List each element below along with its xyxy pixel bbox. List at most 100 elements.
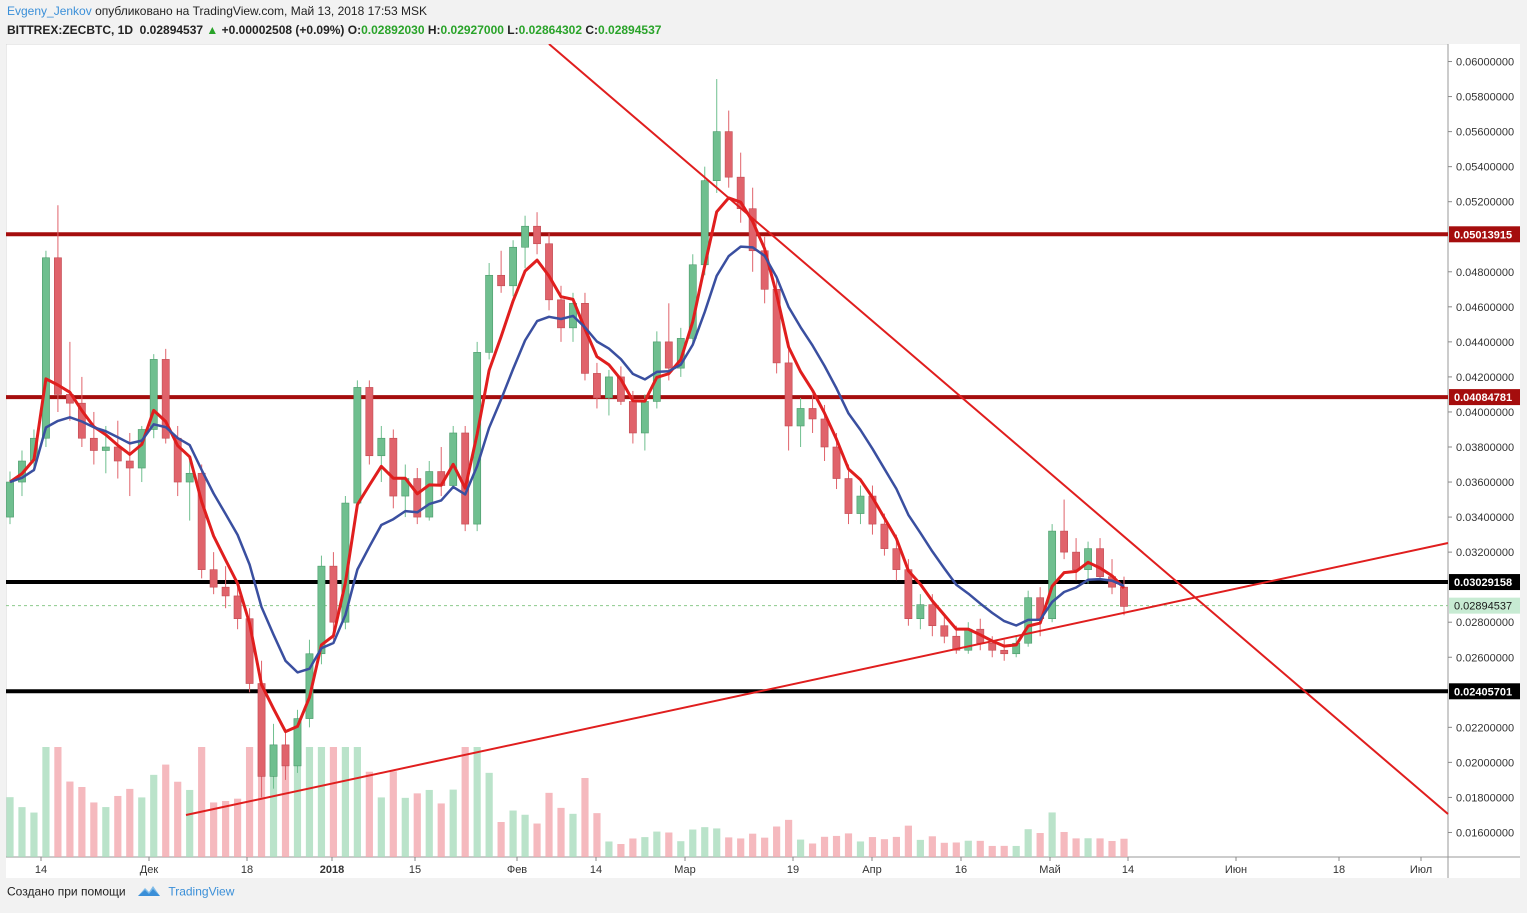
- volume-bar: [269, 747, 278, 857]
- time-tick-label: 18: [241, 864, 253, 876]
- candle-body: [784, 362, 793, 427]
- time-tick-label: Май: [1039, 864, 1061, 876]
- volume-bar: [988, 845, 996, 857]
- volume-bar: [54, 747, 62, 857]
- tradingview-logo-icon[interactable]: [137, 884, 161, 901]
- candle-body: [1072, 551, 1080, 570]
- volume-bar: [665, 832, 673, 857]
- low-label: L:: [507, 23, 519, 37]
- candle-body: [1048, 530, 1057, 620]
- symbol-info: BITTREX:ZECBTC, 1D 0.02894537 ▲ +0.00002…: [7, 23, 661, 37]
- high-label: H:: [427, 23, 441, 37]
- volume-bar: [533, 823, 541, 857]
- price-tick-label: 0.04000000: [1456, 407, 1514, 419]
- candle-body: [628, 401, 637, 434]
- volume-bar: [126, 788, 134, 857]
- volume-bar: [425, 789, 433, 857]
- candle-body: [317, 565, 326, 655]
- candle-body: [293, 718, 302, 767]
- candle-body: [485, 274, 494, 353]
- candle-body: [557, 299, 565, 329]
- candle-body: [1000, 649, 1009, 655]
- volume-bar: [437, 803, 445, 857]
- volume-bar: [461, 747, 469, 857]
- candle-body: [1060, 530, 1069, 553]
- time-tick-label: 16: [955, 864, 967, 876]
- candle-body: [377, 437, 386, 457]
- volume-bar: [737, 838, 745, 857]
- price-tick-label: 0.03200000: [1456, 547, 1514, 559]
- volume-bar: [605, 841, 613, 857]
- volume-bar: [281, 760, 290, 857]
- volume-bar: [42, 747, 50, 857]
- chart-area[interactable]: 0.06000000 0.05800000 0.05600000 0.05400000…: [5, 43, 1520, 878]
- price-tick-label: 0.04600000: [1456, 302, 1514, 314]
- volume-bar: [18, 807, 26, 857]
- candle-body: [533, 225, 541, 245]
- level-price-badge: [1449, 389, 1520, 406]
- candle-body: [233, 595, 242, 620]
- volume-bar: [341, 747, 349, 857]
- time-tick-label: 14: [590, 864, 602, 876]
- ma-fast-line: [9, 196, 1126, 734]
- candle-body: [940, 625, 949, 637]
- volume-bar: [677, 841, 685, 857]
- time-tick-label: 19: [787, 864, 799, 876]
- price-axis: 0.06000000 0.05800000 0.05600000 0.05400000…: [1448, 57, 1520, 839]
- volume-bar: [952, 842, 960, 857]
- candle-body: [988, 642, 997, 651]
- price-chart[interactable]: 0.06000000 0.05800000 0.05600000 0.05400000…: [5, 43, 1520, 878]
- volume-bar: [485, 772, 493, 857]
- level-price-label: 0.04084781: [1454, 392, 1512, 404]
- price-tick-label: 0.04800000: [1456, 267, 1514, 279]
- volume-bar: [509, 810, 517, 857]
- symbol-label: BITTREX:ZECBTC, 1D: [7, 23, 133, 37]
- created-with-text: Создано при помощи: [7, 884, 126, 899]
- tradingview-link[interactable]: TradingView: [168, 884, 235, 899]
- price-tick-label: 0.05200000: [1456, 197, 1514, 209]
- candle-body: [281, 744, 290, 767]
- footer: Создано при помощи TradingView: [7, 884, 234, 904]
- volume-bar: [569, 813, 577, 857]
- last-price-label: 0.02894537: [1454, 601, 1512, 613]
- volume-bar: [329, 747, 338, 857]
- price-tick-label: 0.04400000: [1456, 337, 1514, 349]
- level-price-label: 0.03029158: [1454, 577, 1512, 589]
- volume-bar: [1072, 838, 1080, 857]
- candle-body: [916, 604, 925, 620]
- author-link[interactable]: Evgeny_Jenkov: [7, 4, 92, 18]
- price-tick-label: 0.02000000: [1456, 757, 1514, 769]
- candle-body: [880, 523, 889, 549]
- candle-body: [353, 387, 362, 504]
- price-tick-label: 0.02200000: [1456, 722, 1514, 734]
- last-price-badge: [1449, 597, 1520, 614]
- volume-bar: [102, 807, 110, 857]
- level-price-label: 0.05013915: [1454, 229, 1512, 241]
- volume-bar: [233, 798, 242, 857]
- volume-bar: [365, 771, 373, 857]
- open-value: 0.02892030: [361, 23, 425, 37]
- volume-bar: [1060, 831, 1068, 857]
- candle-body: [928, 604, 937, 627]
- candle-body: [521, 225, 529, 248]
- candle-body: [593, 373, 601, 399]
- volume-bar: [1000, 845, 1008, 857]
- moving-averages: [9, 196, 1126, 734]
- volume-bar: [820, 836, 829, 857]
- volume-bar: [317, 747, 326, 857]
- ascending-trendline: [185, 542, 1449, 816]
- level-lines: [6, 232, 1448, 694]
- volume-bar: [976, 840, 984, 857]
- candle-body: [54, 257, 62, 395]
- candle-body: [796, 408, 805, 427]
- volume-bar: [892, 836, 901, 857]
- volume-bar: [880, 839, 889, 857]
- volume-bar: [796, 839, 805, 857]
- volume-bar: [449, 789, 457, 857]
- volume-bar: [868, 837, 877, 857]
- volume-bar: [114, 795, 122, 857]
- volume-bar: [66, 781, 74, 857]
- volume-bar: [844, 833, 853, 857]
- time-axis: 14 Дек 18 2018 15 Фев 14 Мар 19 Апр 16 Май 14 Июн 18 Ию…: [35, 857, 1432, 876]
- candle-body: [1084, 548, 1092, 570]
